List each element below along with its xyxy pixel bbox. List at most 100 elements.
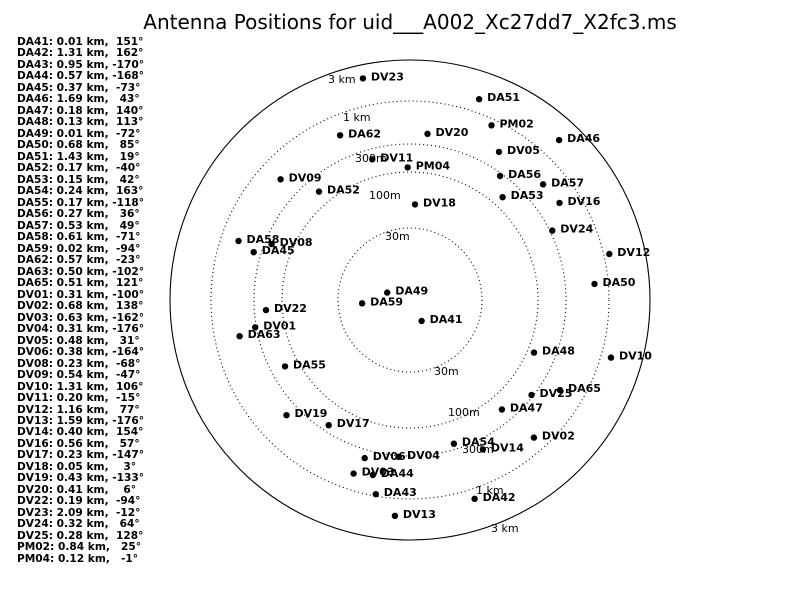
antenna-summary-dv25: DV25: 0.28 km, 128° [17, 529, 144, 542]
ring-label-100m: 100m [448, 406, 480, 419]
antenna-label-dv22: DV22 [274, 302, 307, 315]
antenna-label-da54: DA54 [462, 436, 495, 449]
antenna-summary-dv18: DV18: 0.05 km, 3° [17, 460, 137, 473]
ring-label-3000m: 3 km [328, 73, 356, 86]
antenna-point-da55 [281, 363, 289, 370]
antenna-label-pm04: PM04 [416, 159, 451, 172]
antenna-label-dv10: DV10 [619, 350, 652, 363]
antenna-summary-dv23: DV23: 2.09 km, -12° [17, 506, 141, 519]
antenna-summary-da56: DA56: 0.27 km, 36° [17, 208, 140, 221]
antenna-point-da65 [556, 386, 564, 394]
antenna-summary-da46: DA46: 1.69 km, 43° [17, 93, 140, 106]
antenna-point-da44 [369, 471, 376, 479]
antenna-point-dv10 [607, 354, 615, 361]
antenna-label-dv05: DV05 [507, 144, 540, 157]
antenna-label-dv14: DV14 [491, 441, 524, 454]
antenna-summary-dv02: DV02: 0.68 km, 138° [17, 300, 144, 313]
antenna-point-da47 [498, 406, 506, 413]
antenna-label-dv08: DV08 [280, 236, 313, 249]
antenna-label-dv04: DV04 [407, 449, 440, 462]
antenna-summary-da59: DA59: 0.02 km, -94° [17, 242, 141, 255]
antenna-summary-dv11: DV11: 0.20 km, -15° [17, 392, 141, 405]
antenna-point-da48 [530, 349, 538, 356]
antenna-summary-pm04: PM04: 0.12 km, -1° [17, 552, 139, 565]
antenna-summary-da53: DA53: 0.15 km, 42° [17, 173, 140, 186]
antenna-summary-pm02: PM02: 0.84 km, 25° [17, 541, 142, 554]
antenna-point-dv05 [495, 148, 503, 156]
antenna-summary-da57: DA57: 0.53 km, 49° [17, 219, 140, 232]
antenna-point-pm04 [404, 164, 411, 171]
antenna-point-dv12 [606, 250, 613, 258]
antenna-label-da47: DA47 [510, 402, 543, 415]
ring-label-30m: 30m [434, 365, 459, 378]
antenna-point-dv02 [530, 434, 538, 441]
antenna-summary-dv09: DV09: 0.54 km, -47° [17, 369, 141, 382]
antenna-label-dv16: DV16 [568, 195, 601, 208]
antenna-label-pm02: PM02 [500, 117, 534, 130]
ring-1000m [210, 100, 610, 500]
antenna-point-da45 [250, 249, 257, 256]
antenna-label-da65: DA65 [568, 382, 601, 395]
antenna-point-dv13 [391, 512, 399, 519]
antenna-label-da49: DA49 [395, 285, 428, 298]
antenna-point-da42 [471, 495, 478, 502]
ring-30m [337, 227, 483, 373]
ring-300m [253, 143, 567, 457]
antenna-summary-dv19: DV19: 0.43 km, -133° [17, 472, 145, 485]
antenna-summary-list: DA41: 0.01 km, 151° DA42: 1.31 km, 162° DA… [17, 36, 145, 565]
antenna-point-dv11 [369, 156, 376, 163]
antenna-point-dv06 [361, 454, 368, 462]
antenna-summary-dv12: DV12: 1.16 km, 77° [17, 403, 140, 416]
antenna-point-da46 [555, 136, 563, 144]
antenna-point-da52 [315, 188, 323, 195]
antenna-label-dv06: DV06 [373, 450, 406, 463]
antenna-label-da42: DA42 [483, 491, 516, 504]
antenna-summary-da52: DA52: 0.17 km, -40° [17, 162, 141, 175]
antenna-label-da43: DA43 [384, 486, 417, 499]
antenna-point-dv08 [268, 240, 275, 248]
antenna-label-dv24: DV24 [560, 223, 593, 236]
antenna-label-dv02: DV02 [542, 430, 575, 443]
antenna-point-dv20 [424, 130, 431, 137]
ring-label-1000m: 1 km [343, 111, 371, 124]
antenna-label-da44: DA44 [381, 467, 414, 480]
antenna-label-dv20: DV20 [436, 126, 469, 139]
antenna-point-da58 [235, 237, 242, 245]
antenna-point-dv25 [528, 391, 535, 399]
antenna-summary-da63: DA63: 0.50 km, -102° [17, 265, 145, 278]
antenna-label-dv11: DV11 [380, 151, 413, 164]
antenna-summary-da44: DA44: 0.57 km, -168° [17, 70, 145, 83]
antenna-point-dv04 [395, 453, 403, 460]
antenna-summary-dv10: DV10: 1.31 km, 106° [17, 380, 144, 393]
antenna-label-dv18: DV18 [423, 196, 456, 209]
antenna-point-da62 [336, 132, 344, 139]
antenna-point-da59 [358, 300, 366, 307]
antenna-summary-dv01: DV01: 0.31 km, -100° [17, 288, 145, 301]
antenna-label-dv12: DV12 [617, 246, 650, 259]
antenna-point-dv23 [359, 75, 367, 82]
antenna-label-da50: DA50 [603, 276, 636, 289]
antenna-summary-dv20: DV20: 0.41 km, 6° [17, 483, 137, 496]
antenna-point-da49 [384, 289, 391, 296]
antenna-label-da57: DA57 [551, 176, 584, 189]
antenna-summary-da48: DA48: 0.13 km, 113° [17, 116, 144, 129]
antenna-summary-dv06: DV06: 0.38 km, -164° [17, 346, 145, 359]
antenna-summary-dv08: DV08: 0.23 km, -68° [17, 357, 141, 370]
antenna-label-da59: DA59 [370, 295, 403, 308]
antenna-summary-da47: DA47: 0.18 km, 140° [17, 104, 144, 117]
ring-label-3000m: 3 km [491, 522, 519, 535]
antenna-label-da46: DA46 [567, 132, 600, 145]
antenna-summary-dv16: DV16: 0.56 km, 57° [17, 437, 140, 450]
antenna-summary-dv22: DV22: 0.19 km, -94° [17, 495, 141, 508]
antenna-label-da55: DA55 [293, 358, 326, 371]
outer-boundary-circle [169, 59, 651, 541]
antenna-point-dv17 [325, 422, 332, 429]
antenna-point-da43 [372, 491, 379, 498]
ring-label-1000m: 1 km [476, 484, 504, 497]
antenna-summary-da49: DA49: 0.01 km, -72° [17, 127, 141, 140]
antenna-label-dv03: DV03 [362, 466, 395, 479]
antenna-point-da63 [236, 333, 243, 340]
antenna-label-da63: DA63 [248, 328, 281, 341]
ring-label-30m: 30m [385, 230, 410, 243]
antenna-summary-da55: DA55: 0.17 km, -118° [17, 196, 145, 209]
